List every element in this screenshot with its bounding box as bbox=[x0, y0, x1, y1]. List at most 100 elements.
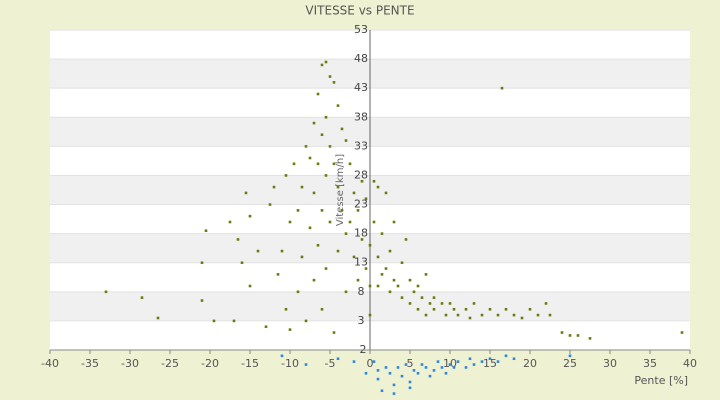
y-tick-label: 43 bbox=[354, 81, 368, 94]
point bbox=[384, 366, 388, 369]
x-tick-label: -30 bbox=[121, 357, 139, 370]
point bbox=[464, 307, 468, 311]
point bbox=[256, 249, 260, 253]
y-tick-label: 33 bbox=[354, 139, 368, 152]
point bbox=[432, 369, 436, 372]
point bbox=[140, 296, 144, 299]
point bbox=[456, 360, 460, 363]
point bbox=[400, 296, 404, 299]
point bbox=[444, 313, 448, 317]
point bbox=[512, 313, 516, 317]
point bbox=[396, 366, 400, 369]
point bbox=[368, 313, 372, 317]
point bbox=[420, 363, 424, 366]
x-tick-label: -5 bbox=[325, 357, 336, 370]
point bbox=[512, 357, 516, 361]
point bbox=[472, 302, 476, 305]
point bbox=[416, 371, 420, 375]
point bbox=[396, 284, 400, 288]
point bbox=[380, 232, 384, 235]
point bbox=[496, 360, 500, 363]
point bbox=[424, 313, 428, 317]
point bbox=[352, 191, 356, 195]
point bbox=[376, 255, 380, 259]
point bbox=[568, 334, 572, 337]
x-tick-label: 0 bbox=[367, 357, 374, 370]
point bbox=[400, 374, 404, 378]
point bbox=[372, 360, 376, 363]
point bbox=[264, 325, 268, 329]
point bbox=[156, 316, 160, 320]
point bbox=[472, 363, 476, 366]
point bbox=[380, 273, 384, 276]
point bbox=[416, 307, 420, 311]
point bbox=[452, 366, 456, 369]
point bbox=[336, 104, 340, 107]
x-tick-label: 20 bbox=[523, 357, 537, 370]
point bbox=[368, 284, 372, 288]
point bbox=[316, 243, 320, 247]
point bbox=[368, 243, 372, 247]
point bbox=[236, 238, 240, 241]
point bbox=[288, 328, 292, 331]
point bbox=[356, 278, 360, 282]
x-tick-label: 15 bbox=[483, 357, 497, 370]
point bbox=[268, 203, 272, 206]
point bbox=[388, 290, 392, 294]
x-tick-label: 25 bbox=[563, 357, 577, 370]
point bbox=[392, 383, 396, 387]
point bbox=[384, 191, 388, 195]
point bbox=[348, 162, 352, 166]
point bbox=[456, 313, 460, 317]
y-tick-label: 38 bbox=[354, 110, 368, 123]
point bbox=[436, 360, 440, 363]
point bbox=[440, 302, 444, 305]
point bbox=[332, 331, 336, 334]
point bbox=[496, 313, 500, 317]
point bbox=[312, 278, 316, 282]
point bbox=[312, 191, 316, 195]
x-tick-label: -35 bbox=[81, 357, 99, 370]
point bbox=[536, 313, 540, 317]
point bbox=[424, 273, 428, 276]
point bbox=[400, 261, 404, 265]
point bbox=[248, 214, 252, 218]
y-tick-label: 23 bbox=[354, 198, 368, 211]
point bbox=[280, 249, 284, 253]
point bbox=[320, 209, 324, 212]
point bbox=[504, 307, 508, 311]
x-axis-title: Pente [%] bbox=[634, 374, 688, 387]
point bbox=[376, 377, 380, 381]
point bbox=[408, 380, 412, 384]
y-tick-label: 13 bbox=[354, 256, 368, 269]
point bbox=[340, 127, 344, 131]
point bbox=[312, 121, 316, 125]
point bbox=[480, 360, 484, 363]
point bbox=[520, 316, 524, 320]
point bbox=[576, 334, 580, 337]
point bbox=[276, 273, 280, 276]
point bbox=[468, 357, 472, 361]
point bbox=[212, 319, 216, 323]
point bbox=[284, 174, 288, 177]
point bbox=[504, 354, 508, 358]
point bbox=[464, 366, 468, 369]
point bbox=[480, 313, 484, 317]
point bbox=[296, 209, 300, 212]
point bbox=[204, 229, 208, 233]
point bbox=[548, 313, 552, 317]
point bbox=[308, 226, 312, 230]
point bbox=[588, 337, 592, 340]
point bbox=[560, 331, 564, 334]
point bbox=[296, 290, 300, 294]
point bbox=[372, 220, 376, 224]
point bbox=[364, 197, 368, 201]
point bbox=[352, 360, 356, 363]
point bbox=[360, 179, 364, 183]
point bbox=[200, 299, 204, 302]
point bbox=[544, 302, 548, 305]
point bbox=[392, 278, 396, 282]
point bbox=[488, 307, 492, 311]
y-tick-label: 8 bbox=[358, 285, 365, 298]
